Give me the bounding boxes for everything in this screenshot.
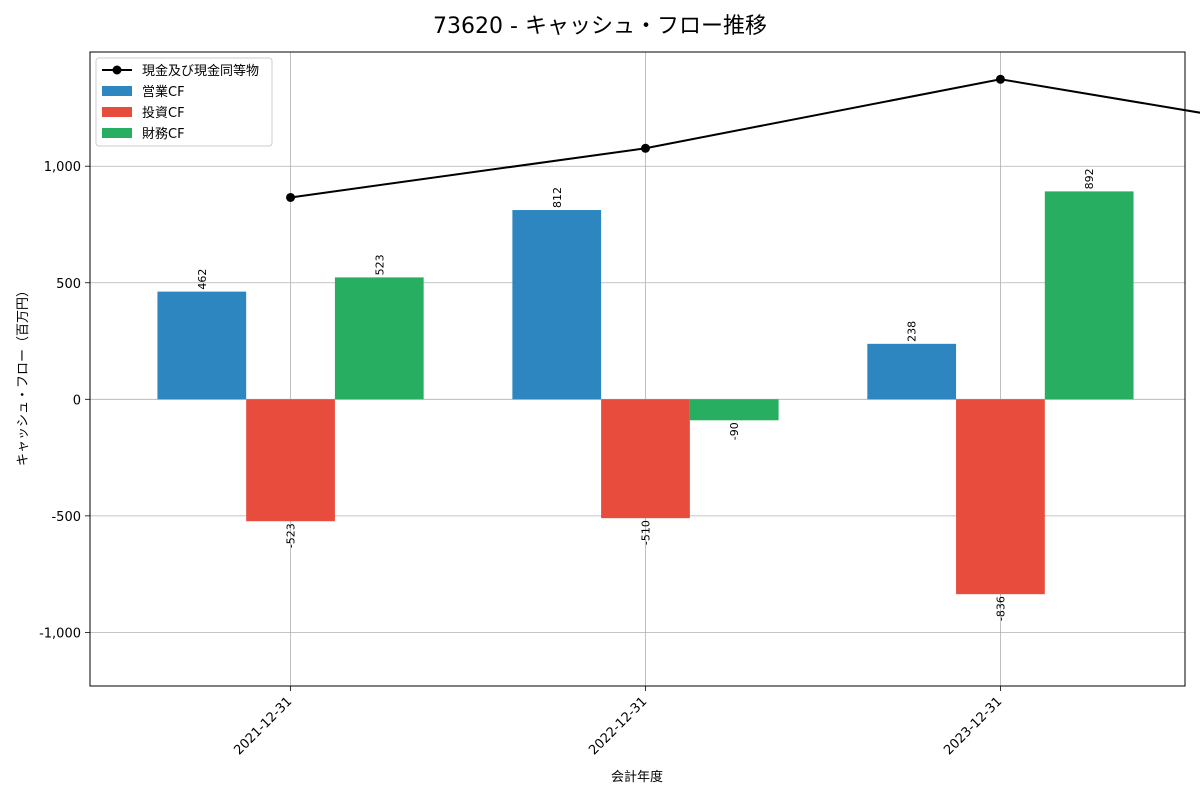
bar bbox=[157, 291, 247, 400]
bar bbox=[512, 210, 602, 400]
bar-value-label: 238 bbox=[906, 321, 919, 342]
legend-label: 現金及び現金同等物 bbox=[142, 63, 259, 79]
legend-box bbox=[95, 57, 273, 147]
cash-line-point bbox=[286, 192, 296, 202]
legend-label: 財務CF bbox=[142, 127, 185, 142]
x-axis-label: 会計年度 bbox=[611, 769, 663, 785]
legend-swatch bbox=[102, 128, 132, 138]
bar bbox=[1044, 191, 1134, 400]
bar-value-label: -523 bbox=[285, 523, 298, 548]
bar bbox=[246, 399, 335, 522]
legend-swatch bbox=[102, 107, 132, 117]
bar bbox=[867, 343, 957, 400]
bar-value-label: -90 bbox=[728, 422, 741, 440]
y-axis: -1,000 -500 0 500 1,000 bbox=[39, 160, 90, 641]
x-tick-label: 2023-12-31 bbox=[941, 694, 1005, 758]
cash-line-path bbox=[290, 78, 1200, 199]
bar-value-label: 523 bbox=[373, 254, 386, 275]
y-tick-label: 1,000 bbox=[44, 160, 81, 175]
legend-label: 投資CF bbox=[142, 105, 185, 121]
bar bbox=[689, 399, 779, 421]
y-tick-label: -500 bbox=[51, 510, 81, 525]
legend-swatch bbox=[102, 86, 132, 96]
bar-value-label: -836 bbox=[994, 596, 1007, 621]
x-tick-label: 2021-12-31 bbox=[231, 694, 295, 758]
legend-label: 営業CF bbox=[142, 84, 185, 100]
bar-value-label: -510 bbox=[639, 520, 652, 545]
bar-value-label: 892 bbox=[1083, 168, 1096, 189]
bar bbox=[601, 399, 690, 519]
bar bbox=[334, 277, 424, 400]
legend-line-marker bbox=[112, 65, 122, 75]
cash-line-point bbox=[640, 143, 650, 153]
bar bbox=[956, 399, 1045, 595]
y-tick-label: -1,000 bbox=[39, 626, 81, 641]
chart-title: 73620 - キャッシュ・フロー推移 bbox=[433, 14, 767, 39]
bar-value-label: 462 bbox=[196, 269, 209, 290]
x-tick-label: 2022-12-31 bbox=[586, 694, 650, 758]
bar-value-label: 812 bbox=[551, 187, 564, 208]
data-labels: 462812238304-523-510-836-1,103523-908925… bbox=[196, 168, 1096, 621]
cash-line bbox=[286, 74, 1200, 202]
plot-frame bbox=[89, 51, 1186, 687]
bars bbox=[157, 191, 1134, 595]
y-axis-label: キャッシュ・フロー（百万円） bbox=[16, 284, 31, 466]
cash-line-point bbox=[995, 74, 1005, 84]
y-tick-label: 0 bbox=[73, 393, 81, 408]
y-tick-label: 500 bbox=[56, 277, 81, 292]
